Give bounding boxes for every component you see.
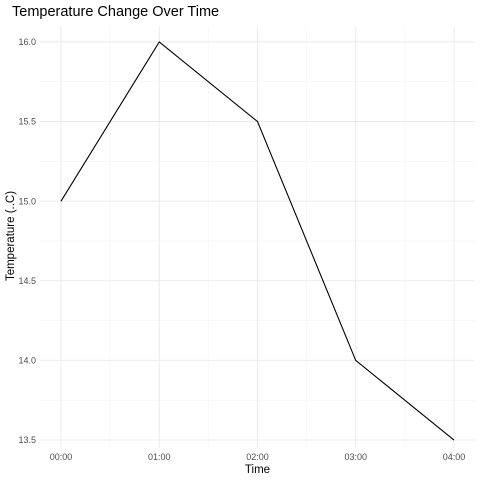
x-tick-label: 03:00 xyxy=(344,452,367,462)
y-tick-label: 15.0 xyxy=(18,196,36,206)
temperature-line xyxy=(60,41,455,441)
y-tick-label: 13.5 xyxy=(18,435,36,445)
y-tick-label: 14.5 xyxy=(18,276,36,286)
y-tick-label: 16.0 xyxy=(18,37,36,47)
y-axis-label: Temperature (..C) xyxy=(5,191,17,281)
y-tick-label: 15.5 xyxy=(18,117,36,127)
y-axis-ticks: 13.5 14.0 14.5 15.0 15.5 16.0 xyxy=(18,37,36,445)
x-tick-label: 01:00 xyxy=(148,452,171,462)
x-axis-label: Time xyxy=(245,464,270,476)
x-tick-label: 04:00 xyxy=(443,452,466,462)
x-tick-label: 02:00 xyxy=(246,452,269,462)
x-axis-ticks: 00:00 01:00 02:00 03:00 04:00 xyxy=(50,452,466,462)
y-tick-label: 14.0 xyxy=(18,356,36,366)
grid xyxy=(40,26,475,448)
chart-title: Temperature Change Over Time xyxy=(12,4,219,20)
x-tick-label: 00:00 xyxy=(50,452,73,462)
